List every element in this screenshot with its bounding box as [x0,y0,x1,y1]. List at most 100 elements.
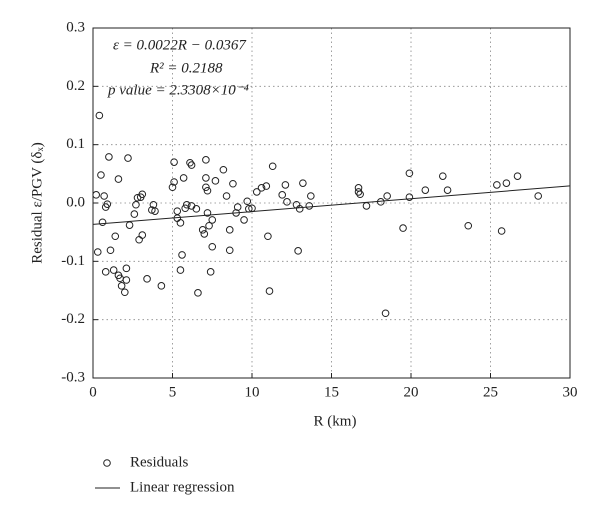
x-tick-label: 0 [89,384,97,400]
point [443,186,452,194]
point [381,309,390,318]
point [513,172,522,180]
point [125,221,134,229]
y-tick-label: 0.1 [66,136,85,152]
y-tick-label: -0.2 [61,311,85,327]
point [295,205,304,213]
point [178,251,186,259]
point [138,231,147,239]
point [222,192,231,200]
point [176,219,185,227]
point [383,192,391,200]
point [225,246,234,255]
legend-marker [103,459,111,467]
x-tick-label: 15 [324,384,339,400]
annotation: ε = 0.0022R − 0.0367 [113,37,247,53]
point [148,206,156,214]
point [362,202,371,210]
point [203,209,212,217]
point [130,210,139,218]
point [219,165,228,174]
point [493,181,501,189]
plot-frame [92,27,571,379]
point [170,178,178,186]
x-tick-label: 25 [483,384,498,400]
regression-line [92,185,571,225]
point [354,188,363,196]
point [176,266,185,274]
point [294,247,302,255]
point [229,179,237,188]
point [243,197,252,206]
point [132,200,140,209]
point [208,216,217,224]
x-tick-label: 5 [169,384,177,400]
point [252,188,261,196]
point [265,287,274,295]
point [356,190,364,199]
point [421,186,430,194]
point [208,242,217,251]
point [187,202,196,210]
point [105,153,113,161]
x-tick-label: 20 [404,384,419,400]
point [173,207,182,215]
point [143,275,151,283]
point [502,179,511,187]
point [257,184,266,192]
x-tick-label: 30 [563,384,578,400]
y-tick-label: -0.1 [61,253,85,269]
point [497,227,506,235]
point [305,202,314,210]
y-tick-label: 0.0 [66,194,85,210]
annotation: p value = 2.3308×10⁻⁴ [107,82,249,98]
point [198,226,207,234]
y-tick-label: -0.3 [61,369,85,385]
point [399,224,407,232]
point [203,186,212,195]
y-axis-label: Residual ε/PGV (δₓ) [29,142,45,264]
point [100,192,108,200]
point [233,203,242,211]
x-axis-label: R (km) [314,413,357,429]
point [179,174,188,182]
point [299,179,307,187]
point [109,266,118,274]
point [307,192,315,200]
point [225,226,234,234]
legend-label: Residuals [130,454,188,470]
y-tick-label: 0.2 [66,78,85,94]
point [202,183,210,192]
point [93,248,102,256]
annotation: R² = 0.2188 [149,60,223,76]
point [262,182,271,190]
point [103,200,112,208]
point [183,200,191,209]
point [124,154,132,162]
y-tick-label: 0.3 [66,19,85,35]
point [192,205,201,213]
point [206,268,215,276]
point [181,204,190,213]
point [534,192,543,200]
point [122,264,131,273]
point [92,191,100,199]
point [122,276,131,284]
point [439,172,447,180]
point [205,221,213,230]
point [186,158,194,167]
point [106,246,115,255]
point [405,193,414,201]
point [200,230,209,238]
point [278,191,287,199]
point [283,198,291,206]
point [157,282,166,290]
point [194,289,202,297]
point [121,288,129,297]
point [240,216,248,224]
point [111,232,120,241]
point [95,111,104,120]
point [168,183,177,192]
point [101,268,110,276]
